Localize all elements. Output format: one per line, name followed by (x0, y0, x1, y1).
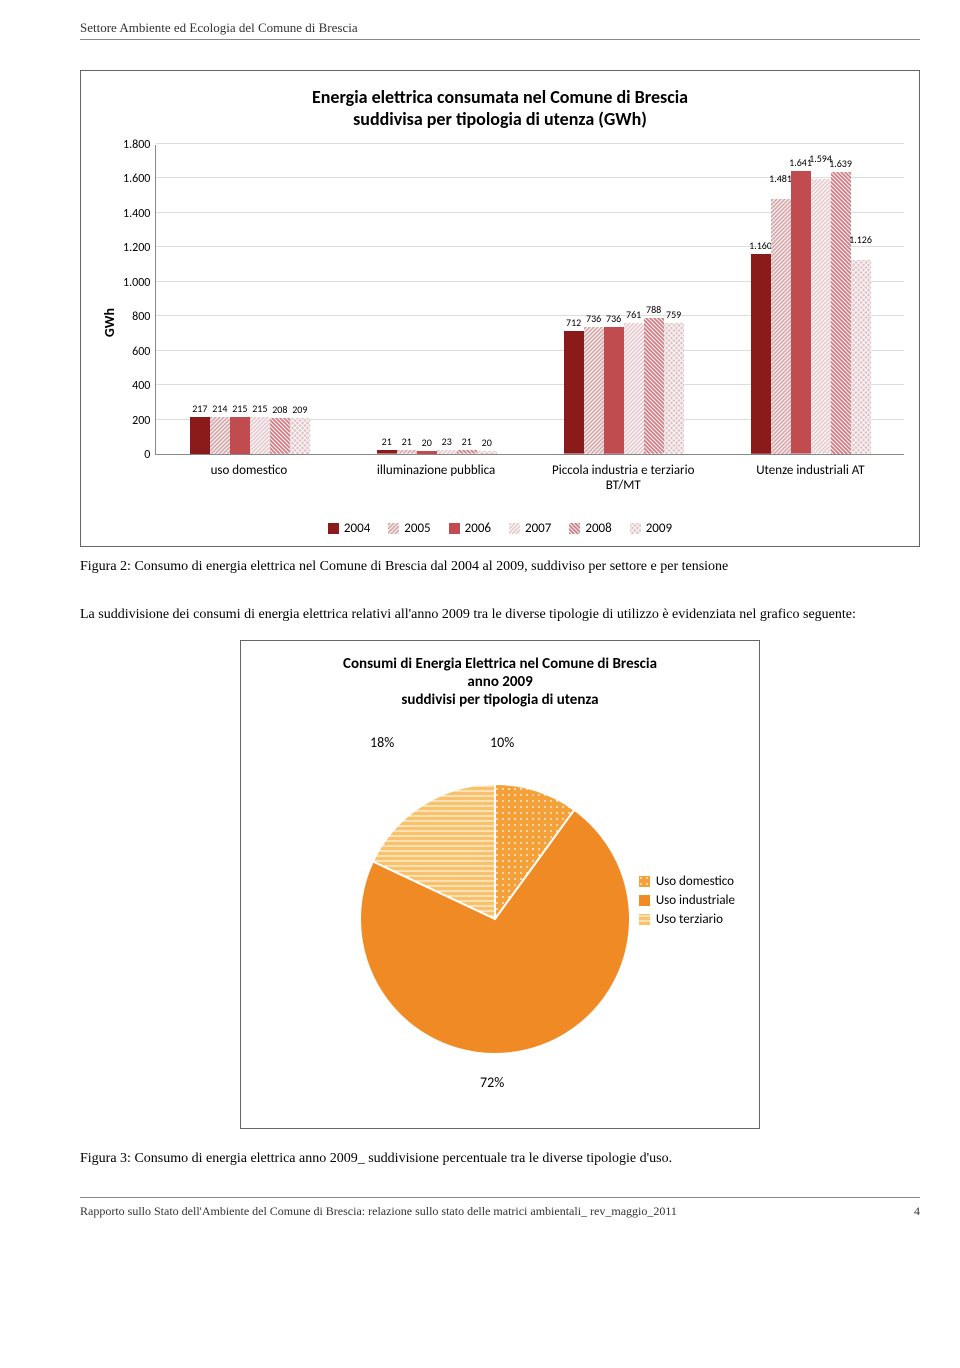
bar-value-label: 736 (586, 312, 601, 325)
bar-value-label: 21 (402, 435, 412, 448)
legend-item: 2004 (328, 521, 370, 536)
bar: 1.481 (771, 199, 791, 454)
pie-label-72: 72% (480, 1074, 504, 1091)
bar: 23 (437, 450, 457, 454)
pie-svg (355, 779, 635, 1059)
bar-value-label: 759 (666, 308, 681, 321)
legend-item: 2008 (569, 521, 611, 536)
bar: 761 (624, 323, 644, 454)
pie-label-18: 18% (370, 734, 394, 751)
pie-label-10: 10% (490, 734, 514, 751)
bar: 20 (417, 451, 437, 454)
bar: 215 (230, 417, 250, 454)
bar: 788 (644, 318, 664, 454)
bar-value-label: 20 (482, 436, 492, 449)
bar: 21 (397, 450, 417, 454)
bar-value-label: 21 (382, 435, 392, 448)
bar-value-label: 208 (272, 403, 287, 416)
figure-2-caption: Figura 2: Consumo di energia elettrica n… (80, 559, 920, 575)
body-paragraph: La suddivisione dei consumi di energia e… (80, 605, 920, 625)
bar-value-label: 1.126 (849, 233, 872, 246)
pie-legend-item: Uso domestico (639, 874, 735, 889)
category-group: 212120232120 (343, 450, 530, 454)
y-axis-ticks: 02004006008001.0001.2001.4001.6001.800 (123, 145, 155, 455)
pie-legend-item: Uso industriale (639, 893, 735, 908)
pie-chart-title: Consumi di Energia Elettrica nel Comune … (255, 655, 745, 709)
bar: 736 (604, 327, 624, 454)
bar: 1.639 (831, 172, 851, 454)
bar-value-label: 712 (566, 316, 581, 329)
bar-chart-container: Energia elettrica consumata nel Comune d… (80, 70, 920, 547)
x-axis-labels: uso domesticoilluminazione pubblicaPicco… (155, 455, 904, 501)
pie-legend-item: Uso terziario (639, 912, 735, 927)
bar-value-label: 215 (252, 402, 267, 415)
bar: 759 (664, 323, 684, 454)
bar: 21 (377, 450, 397, 454)
bar-value-label: 1.160 (749, 239, 772, 252)
bar: 215 (250, 417, 270, 454)
bar: 712 (564, 331, 584, 454)
bar: 209 (290, 418, 310, 454)
legend-item: 2009 (630, 521, 672, 536)
bar: 736 (584, 327, 604, 454)
bar-chart-legend: 2004 2005 2006 2007 2008 2009 (96, 521, 904, 536)
legend-item: 2006 (449, 521, 491, 536)
bar: 21 (457, 450, 477, 454)
bar: 1.126 (851, 260, 871, 454)
category-group: 712736736761788759 (530, 318, 717, 454)
y-axis-label: GWh (96, 308, 123, 337)
bar-value-label: 761 (626, 308, 641, 321)
bar: 208 (270, 418, 290, 454)
x-axis-label: Utenze industriali AT (717, 455, 904, 501)
x-axis-label: illuminazione pubblica (343, 455, 530, 501)
bar-value-label: 788 (646, 303, 661, 316)
bar-value-label: 215 (232, 402, 247, 415)
category-group: 217214215215208209 (156, 417, 343, 454)
page-number: 4 (914, 1204, 920, 1219)
legend-item: 2007 (509, 521, 551, 536)
legend-item: 2005 (388, 521, 430, 536)
pie-chart-container: Consumi di Energia Elettrica nel Comune … (240, 640, 760, 1129)
bar-value-label: 20 (422, 436, 432, 449)
page-header: Settore Ambiente ed Ecologia del Comune … (80, 20, 920, 40)
bar-chart-title: Energia elettrica consumata nel Comune d… (96, 86, 904, 130)
pie-content: 18% 10% 72% Uso domestico Uso industriale… (255, 724, 745, 1114)
bar-value-label: 217 (192, 402, 207, 415)
bar-value-label: 1.639 (829, 157, 852, 170)
bar-value-label: 209 (292, 403, 307, 416)
bar: 217 (190, 417, 210, 454)
bar: 1.160 (751, 254, 771, 454)
pie-chart-legend: Uso domestico Uso industriale Uso terziari… (639, 874, 735, 931)
bar-value-label: 736 (606, 312, 621, 325)
page-footer: Rapporto sullo Stato dell'Ambiente del C… (80, 1197, 920, 1219)
footer-text: Rapporto sullo Stato dell'Ambiente del C… (80, 1204, 677, 1219)
bar-plot: 2172142152152082092121202321207127367367… (155, 145, 904, 455)
category-group: 1.1601.4811.6411.5941.6391.126 (717, 171, 904, 454)
bar: 214 (210, 417, 230, 454)
bar: 1.594 (811, 179, 831, 454)
figure-3-caption: Figura 3: Consumo di energia elettrica a… (80, 1151, 920, 1167)
x-axis-label: Piccola industria e terziario BT/MT (530, 455, 717, 501)
x-axis-label: uso domestico (155, 455, 342, 501)
bar-value-label: 1.481 (769, 172, 792, 185)
bar: 20 (477, 451, 497, 454)
bar-value-label: 21 (462, 435, 472, 448)
bar-value-label: 214 (212, 402, 227, 415)
bar-value-label: 23 (442, 435, 452, 448)
bar: 1.641 (791, 171, 811, 454)
